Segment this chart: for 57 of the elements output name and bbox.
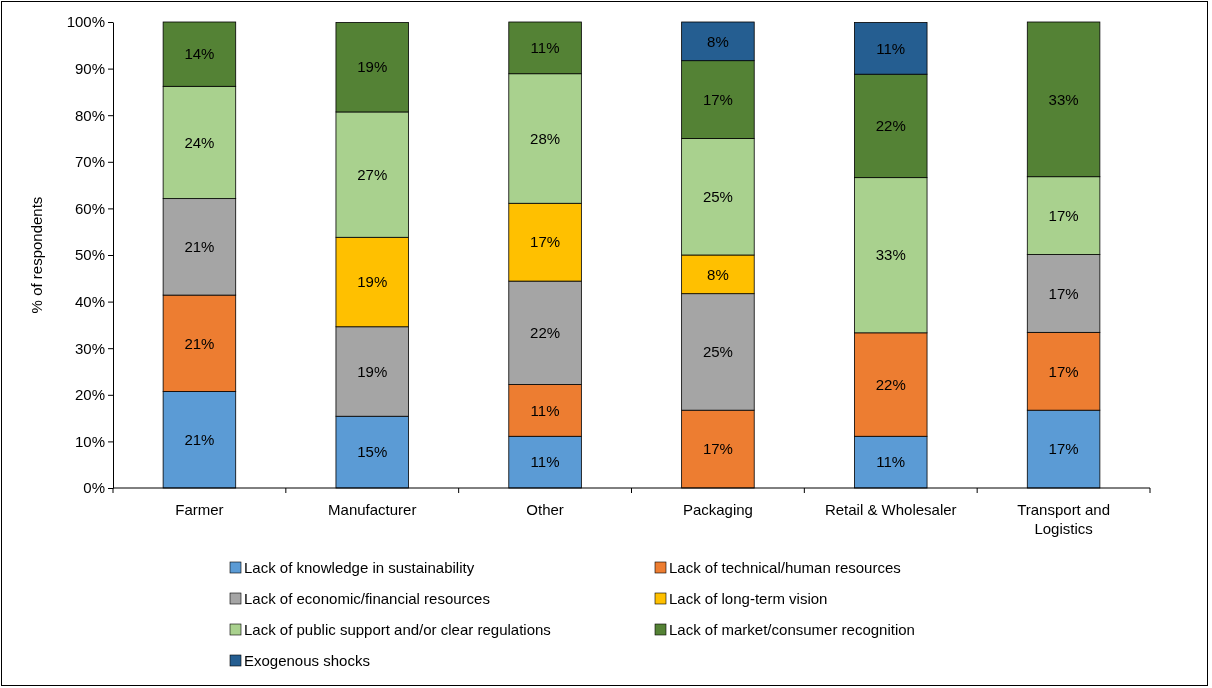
data-label: 17% [702,440,733,458]
y-tick-label: 60% [74,199,105,217]
y-axis-title: % of respondents [28,196,45,314]
data-label: 11% [530,453,560,471]
y-tick-label: 20% [74,386,105,404]
data-label: 17% [1048,440,1079,458]
data-label: 21% [184,334,215,352]
data-label: 11% [530,401,560,419]
data-label: 22% [875,117,906,135]
data-label: 22% [875,375,906,393]
x-tick-label: Farmer [175,501,224,518]
data-label: 8% [707,265,729,283]
x-tick-label: Other [526,501,564,518]
x-tick-label: Retail & Wholesaler [824,501,957,518]
y-tick-label: 80% [74,106,105,124]
y-tick-label: 40% [74,292,105,310]
data-label: 33% [1048,90,1079,108]
data-label: 17% [1048,206,1079,224]
data-label: 11% [876,453,906,471]
data-label: 17% [530,233,561,251]
legend-label: Lack of market/consumer recognition [669,621,915,639]
legend-label: Lack of technical/human resources [669,559,901,577]
legend-label: Lack of long-term vision [669,590,828,608]
data-label: 28% [530,129,561,147]
y-tick-label: 100% [66,13,105,31]
legend-label: Lack of public support and/or clear regulations [244,621,551,639]
data-label: 22% [530,324,561,342]
data-label: 11% [876,39,906,57]
x-tick-label: Packaging [682,501,753,518]
data-label: 11% [530,39,560,57]
y-tick-label: 50% [74,246,105,264]
y-tick-label: 30% [74,339,105,357]
data-label: 19% [357,362,388,380]
data-label: 17% [1048,362,1079,380]
data-label: 21% [184,431,215,449]
data-label: 25% [702,188,733,205]
data-label: 17% [702,90,733,108]
data-label: 15% [357,443,388,461]
legend-label: Exogenous shocks [244,652,370,670]
data-label: 24% [184,133,215,151]
x-tick-label: Manufacturer [328,501,417,518]
legend-label: Lack of knowledge in sustainability [244,559,475,577]
x-tick-label: Transport and Logistics [1017,501,1110,537]
data-label: 19% [357,273,388,291]
y-tick-label: 70% [74,153,105,171]
data-label: 17% [1048,284,1079,302]
data-label: 25% [702,343,733,361]
legend-label: Lack of economic/financial resources [244,590,490,608]
data-label: 19% [357,58,388,76]
y-tick-label: 90% [74,59,105,77]
data-label: 8% [707,32,729,50]
y-tick-label: 10% [74,432,105,450]
y-tick-label: 0% [83,479,105,497]
data-label: 33% [875,246,906,264]
data-label: 14% [184,45,215,63]
data-label: 21% [184,238,215,256]
data-label: 27% [357,165,388,183]
